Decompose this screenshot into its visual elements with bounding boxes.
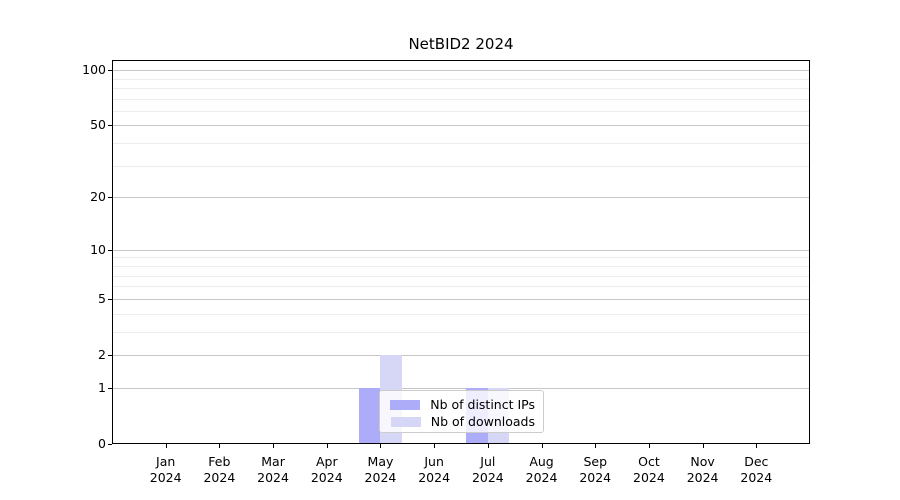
x-tick-label-month: Dec <box>744 454 769 469</box>
x-tick-label-month: Sep <box>583 454 607 469</box>
y-tick-label: 20 <box>90 189 106 205</box>
y-tick-label: 50 <box>90 117 106 133</box>
y-tick-label: 100 <box>82 62 106 78</box>
plot-area <box>112 60 810 444</box>
x-tick-label-year: 2024 <box>633 470 665 485</box>
gridline-major <box>113 354 809 356</box>
x-tick-mark <box>756 444 758 448</box>
x-tick-label-year: 2024 <box>364 470 397 485</box>
gridline-minor <box>113 110 809 112</box>
x-tick-label-month: Nov <box>690 454 715 469</box>
gridline-major <box>113 387 809 389</box>
x-tick-mark <box>541 444 543 448</box>
gridline-major <box>113 298 809 300</box>
y-tick-mark <box>108 387 112 389</box>
gridline-major <box>113 249 809 251</box>
legend-swatch-distinct-ips <box>390 399 421 410</box>
x-tick-mark <box>380 444 382 448</box>
x-tick-mark <box>702 444 704 448</box>
x-tick-mark <box>487 444 489 448</box>
bar-distinct-ips-may <box>358 387 381 443</box>
x-tick-mark <box>165 444 167 448</box>
gridline-minor <box>113 286 809 288</box>
y-tick-mark <box>108 444 112 445</box>
gridline-major <box>113 70 809 72</box>
gridline-minor <box>113 98 809 100</box>
x-tick-label-year: 2024 <box>257 470 289 485</box>
x-tick-label-year: 2024 <box>525 470 558 485</box>
x-tick-label-year: 2024 <box>418 470 451 485</box>
x-tick-label-month: Oct <box>638 454 660 469</box>
x-tick-mark <box>595 444 597 448</box>
x-tick-label-year: 2024 <box>740 470 773 485</box>
x-tick-label-month: Jan <box>156 454 176 469</box>
y-tick-mark <box>108 354 112 356</box>
gridline-major <box>113 125 809 127</box>
gridline-minor <box>113 78 809 80</box>
x-tick-label-year: 2024 <box>579 470 612 485</box>
legend: Nb of distinct IPs Nb of downloads <box>379 390 544 433</box>
y-tick-label: 1 <box>98 379 106 395</box>
y-tick-mark <box>108 70 112 72</box>
legend-item-distinct-ips: Nb of distinct IPs <box>390 396 535 413</box>
x-tick-label-month: Feb <box>208 454 231 469</box>
gridline-minor <box>113 331 809 333</box>
y-tick-label: 0 <box>98 436 106 451</box>
gridline-minor <box>113 87 809 89</box>
x-tick-label-year: 2024 <box>203 470 236 485</box>
x-tick-label-month: Mar <box>261 454 285 469</box>
legend-label-downloads: Nb of downloads <box>430 414 535 429</box>
y-tick-mark <box>108 249 112 251</box>
gridline-minor <box>113 257 809 259</box>
y-tick-label: 2 <box>98 346 106 362</box>
x-tick-mark <box>648 444 650 448</box>
x-tick-label-year: 2024 <box>686 470 719 485</box>
gridline-major <box>113 197 809 199</box>
y-tick-mark <box>108 125 112 127</box>
y-tick-mark <box>108 197 112 199</box>
x-tick-mark <box>326 444 328 448</box>
x-tick-mark <box>219 444 221 448</box>
x-tick-label-year: 2024 <box>310 470 343 485</box>
y-tick-label: 10 <box>90 241 106 257</box>
legend-item-downloads: Nb of downloads <box>390 413 535 430</box>
x-tick-label-month: May <box>367 454 394 469</box>
y-tick-label: 5 <box>98 290 106 306</box>
gridline-minor <box>113 143 809 145</box>
x-tick-label-month: Jun <box>424 454 444 469</box>
x-tick-label-month: Jul <box>480 454 496 469</box>
x-tick-mark <box>434 444 436 448</box>
x-tick-label-month: Apr <box>315 454 338 469</box>
gridline-minor <box>113 265 809 267</box>
legend-label-distinct-ips: Nb of distinct IPs <box>430 397 535 412</box>
x-tick-label-year: 2024 <box>149 470 182 485</box>
x-tick-label-month: Aug <box>529 454 554 469</box>
gridline-minor <box>113 165 809 167</box>
gridline-minor <box>113 275 809 277</box>
y-tick-mark <box>108 298 112 300</box>
chart-title: NetBID2 2024 <box>408 35 514 53</box>
legend-swatch-downloads <box>390 416 421 427</box>
x-tick-label-year: 2024 <box>471 470 504 485</box>
x-tick-mark <box>273 444 275 448</box>
gridline-minor <box>113 313 809 315</box>
